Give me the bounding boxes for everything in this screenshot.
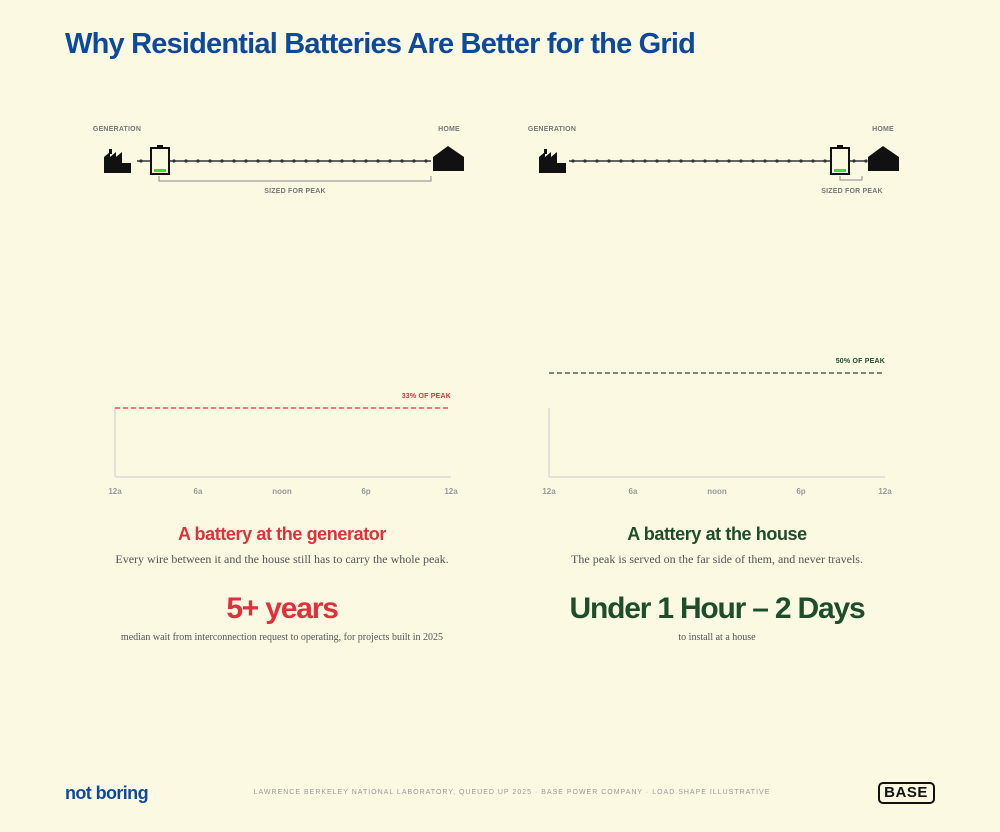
wire-dot (196, 159, 200, 163)
bracket-label: SIZED FOR PEAK (821, 188, 883, 195)
wire-dot (607, 159, 611, 163)
wire-dot (208, 159, 212, 163)
title: Why Residential Batteries Are Better for… (65, 28, 696, 60)
wire-dot (852, 159, 856, 163)
wire-dot (232, 159, 236, 163)
wire-dot (739, 159, 743, 163)
wire-dot (691, 159, 695, 163)
wire-dot (328, 159, 332, 163)
wire-dot (220, 159, 224, 163)
wire-dot (139, 159, 143, 163)
wire-dot (388, 159, 392, 163)
wires (137, 159, 868, 163)
description: Every wire between it and the house stil… (115, 552, 449, 566)
wire-dot (172, 159, 176, 163)
wire-dot (643, 159, 647, 163)
wire-dot (823, 159, 827, 163)
wire-dot (595, 159, 599, 163)
x-tick-label: noon (707, 487, 727, 496)
wire-dot (864, 159, 868, 163)
x-tick-label: 12a (878, 487, 892, 496)
wire-dot (715, 159, 719, 163)
wire-dot (376, 159, 380, 163)
x-tick-label: noon (272, 487, 292, 496)
wire-dot (280, 159, 284, 163)
x-tick-label: 6p (796, 487, 806, 496)
heading: A battery at the house (627, 524, 807, 544)
chart-axes (114, 408, 885, 478)
bracket (158, 176, 863, 182)
wire-dot (655, 159, 659, 163)
wire-dot (583, 159, 587, 163)
wire-dot (727, 159, 731, 163)
wire-dot (304, 159, 308, 163)
wire-dot (775, 159, 779, 163)
wire-dot (424, 159, 428, 163)
wire-dot (631, 159, 635, 163)
heading: A battery at the generator (178, 524, 386, 544)
house-icon (433, 146, 899, 171)
wire-dot (292, 159, 296, 163)
wire-dot (619, 159, 623, 163)
wire-dot (340, 159, 344, 163)
to-label: HOME (872, 126, 894, 133)
wire-dot (352, 159, 356, 163)
wire-dot (703, 159, 707, 163)
x-tick-label: 6p (361, 487, 371, 496)
battery-icon (150, 145, 850, 175)
wire-dot (811, 159, 815, 163)
from-label: GENERATION (527, 126, 577, 133)
logo: BASE (884, 784, 928, 801)
peak-label: 50% OF PEAK (835, 358, 885, 365)
wire-dot (667, 159, 671, 163)
wire-dot (763, 159, 767, 163)
stat-note: median wait from interconnection request… (120, 632, 444, 643)
logo-box (878, 782, 935, 804)
wire-dot (268, 159, 272, 163)
to-label: HOME (438, 126, 460, 133)
x-tick-label: 12a (542, 487, 556, 496)
factory-icon (104, 149, 566, 173)
wire-dot (244, 159, 248, 163)
wire-dot (184, 159, 188, 163)
wire-dot (571, 159, 575, 163)
peak-label: 33% OF PEAK (401, 393, 451, 400)
wire-dot (316, 159, 320, 163)
x-tick-label: 12a (108, 487, 122, 496)
stat: Under 1 Hour – 2 Days (569, 592, 866, 625)
brand: not boring (65, 783, 149, 803)
x-tick-label: 12a (444, 487, 458, 496)
stat-note: to install at a house (678, 632, 756, 643)
wire-dot (256, 159, 260, 163)
bracket-label: SIZED FOR PEAK (264, 188, 326, 195)
wire-dot (412, 159, 416, 163)
wire-dot (364, 159, 368, 163)
from-label: GENERATION (92, 126, 142, 133)
x-tick-label: 6a (628, 487, 638, 496)
wire-dot (751, 159, 755, 163)
wire-dot (679, 159, 683, 163)
description: The peak is served on the far side of th… (571, 552, 863, 566)
source: LAWRENCE BERKELEY NATIONAL LABORATORY, Q… (253, 789, 771, 796)
wire-dot (400, 159, 404, 163)
x-tick-label: 6a (193, 487, 203, 496)
wire-dot (787, 159, 791, 163)
stat: 5+ years (226, 592, 339, 625)
wire-dot (799, 159, 803, 163)
